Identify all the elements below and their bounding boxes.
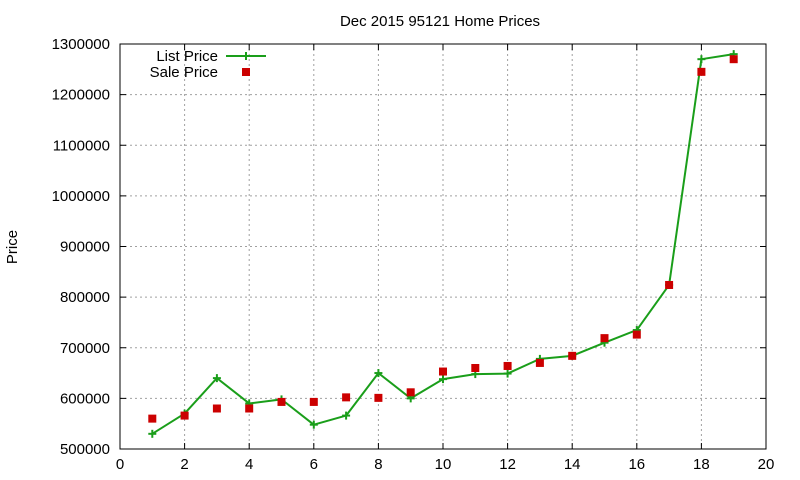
data-point: [374, 369, 383, 378]
data-point: [245, 404, 254, 413]
data-point: [729, 55, 738, 64]
x-tick-label: 6: [310, 456, 318, 473]
data-point: [439, 367, 447, 376]
x-tick-label: 2: [180, 456, 188, 473]
x-tick-label: 4: [245, 456, 253, 473]
legend-label: Sale Price: [150, 64, 218, 81]
tick-marks: [119, 43, 767, 450]
data-point: [342, 393, 351, 402]
y-tick-label: 1200000: [52, 87, 110, 104]
y-axis-label: Price: [4, 230, 21, 264]
data-point: [148, 414, 157, 423]
data-point: [309, 420, 318, 429]
data-point: [697, 67, 706, 76]
data-point: [503, 361, 512, 370]
x-tick-label: 12: [499, 456, 516, 473]
data-point: [148, 429, 157, 438]
data-point: [503, 369, 512, 378]
data-point: [309, 397, 318, 406]
y-tick-label: 1300000: [52, 36, 110, 53]
legend-label: List Price: [156, 48, 218, 65]
series-1: [148, 50, 738, 438]
data-point: [632, 330, 641, 339]
y-tick-label: 700000: [60, 340, 110, 357]
data-point: [277, 397, 286, 406]
chart-title: Dec 2015 95121 Home Prices: [340, 13, 540, 30]
y-tick-label: 500000: [60, 441, 110, 458]
y-tick-label: 900000: [60, 239, 110, 256]
data-point: [212, 404, 221, 413]
data-point: [665, 280, 674, 289]
data-point: [180, 411, 189, 420]
legend-marker: [242, 52, 250, 60]
x-tick-label: 16: [628, 456, 645, 473]
data-point: [342, 411, 351, 420]
series: [148, 50, 738, 438]
tick-labels: 0 2 4 6 8 10 12 14 16 18 20 500000 600000 700000 80000…: [52, 36, 775, 473]
y-tick-label: 800000: [60, 289, 110, 306]
grid: [120, 44, 766, 449]
x-tick-label: 8: [374, 456, 382, 473]
legend-marker: [242, 68, 250, 76]
data-point: [374, 393, 383, 402]
x-tick-label: 14: [564, 456, 581, 473]
data-point: [600, 334, 609, 343]
data-point: [535, 358, 544, 367]
x-tick-label: 20: [758, 456, 775, 473]
x-tick-label: 18: [693, 456, 710, 473]
data-point: [212, 374, 221, 383]
y-tick-label: 1100000: [53, 137, 110, 154]
data-point: [568, 351, 577, 360]
x-tick-label: 0: [116, 456, 124, 473]
series-2: [148, 55, 738, 423]
y-tick-label: 600000: [60, 390, 110, 407]
data-point: [439, 375, 447, 384]
data-point: [406, 388, 415, 397]
data-point: [697, 55, 706, 64]
x-tick-label: 10: [435, 456, 452, 473]
data-point: [471, 364, 480, 372]
y-tick-label: 1000000: [52, 188, 110, 205]
